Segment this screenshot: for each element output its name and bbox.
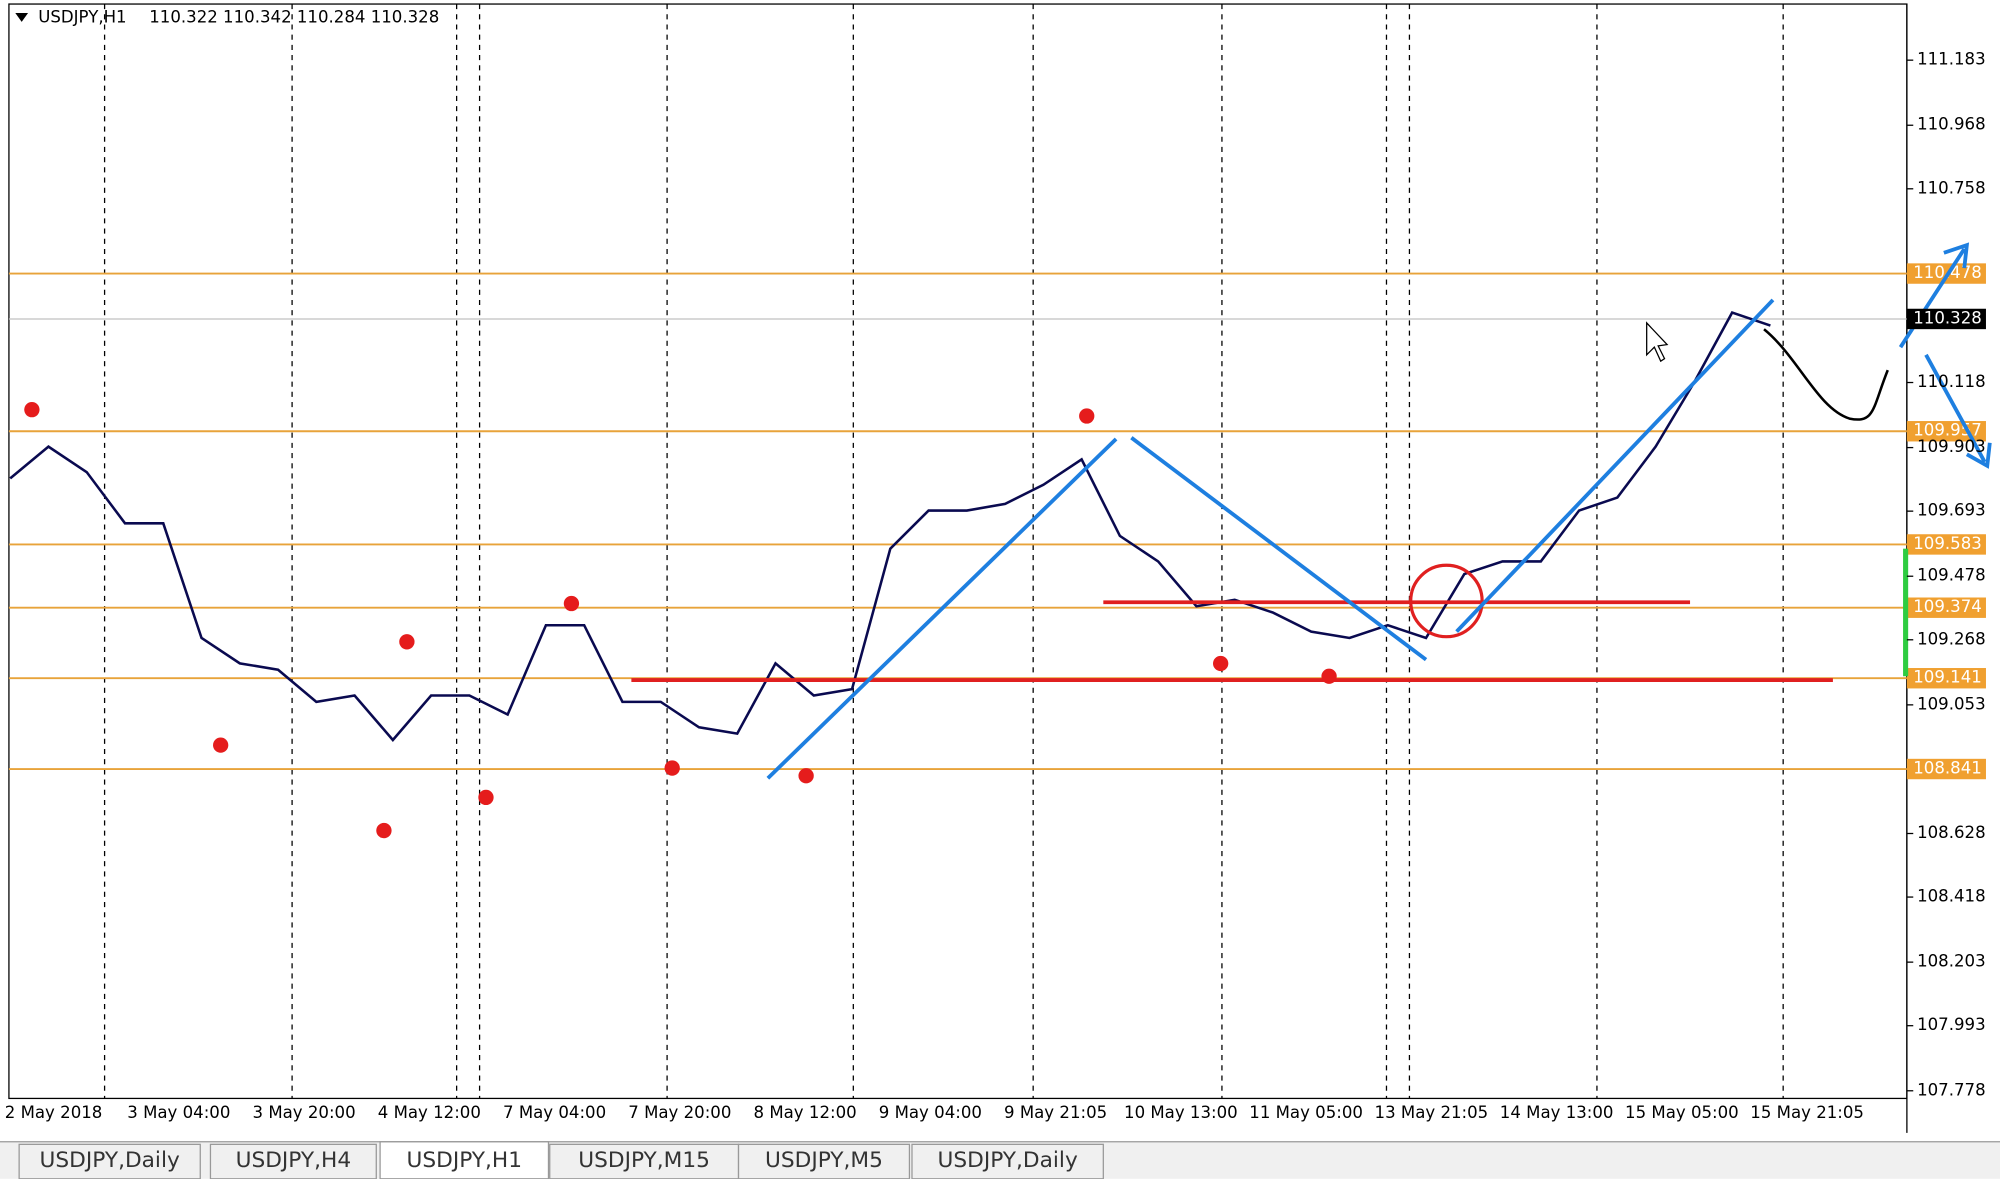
time-label: 3 May 20:00 bbox=[253, 1103, 356, 1122]
tab[interactable] bbox=[209, 1143, 377, 1179]
price-label: 109.053 bbox=[1917, 694, 1986, 713]
symbol: USDJPY,H1 bbox=[38, 8, 126, 27]
price-label: 110.118 bbox=[1917, 372, 1986, 391]
price-label: 107.993 bbox=[1917, 1015, 1986, 1034]
time-label: 15 May 05:00 bbox=[1625, 1103, 1739, 1122]
price-label: 110.968 bbox=[1917, 115, 1986, 134]
period-separators bbox=[103, 4, 1784, 1099]
tab[interactable] bbox=[911, 1143, 1104, 1179]
tab-label[interactable]: USDJPY,Daily bbox=[938, 1148, 1078, 1173]
time-label: 11 May 05:00 bbox=[1249, 1103, 1363, 1122]
tab[interactable] bbox=[549, 1143, 740, 1179]
level-label: 108.841 bbox=[1913, 759, 1982, 778]
time-label: 10 May 13:00 bbox=[1124, 1103, 1238, 1122]
level-label: 109.583 bbox=[1913, 534, 1982, 553]
level-box bbox=[1906, 668, 1986, 689]
price-label: 110.758 bbox=[1917, 178, 1986, 197]
time-label: 7 May 04:00 bbox=[503, 1103, 606, 1122]
tab[interactable] bbox=[737, 1143, 911, 1179]
level-box bbox=[1906, 597, 1986, 618]
price-label: 111.183 bbox=[1917, 50, 1986, 69]
menu-arrow[interactable] bbox=[15, 12, 29, 22]
price-label: 108.628 bbox=[1917, 823, 1986, 842]
price-label: 108.418 bbox=[1917, 887, 1986, 906]
price-label: 109.478 bbox=[1917, 566, 1986, 585]
price-label: 108.203 bbox=[1917, 952, 1986, 971]
time-label: 13 May 21:05 bbox=[1375, 1103, 1489, 1122]
tab-label[interactable]: USDJPY,Daily bbox=[40, 1148, 180, 1173]
tab[interactable] bbox=[379, 1141, 550, 1179]
time-label: 7 May 20:00 bbox=[628, 1103, 731, 1122]
time-label: 4 May 12:00 bbox=[378, 1103, 481, 1122]
time-label: 9 May 04:00 bbox=[879, 1103, 982, 1122]
level-box bbox=[1906, 758, 1986, 780]
current-price-label: 110.328 bbox=[1913, 308, 1982, 327]
level-label: 109.141 bbox=[1913, 668, 1982, 687]
time-label: 3 May 04:00 bbox=[127, 1103, 230, 1122]
price-label: 109.268 bbox=[1917, 629, 1986, 648]
price-line bbox=[9, 311, 1771, 742]
tab-label[interactable]: USDJPY,H4 bbox=[236, 1148, 352, 1173]
time-label: 8 May 12:00 bbox=[754, 1103, 857, 1122]
time-label: 9 May 21:05 bbox=[1004, 1103, 1107, 1122]
price-label: 107.778 bbox=[1917, 1080, 1986, 1099]
tab-label[interactable]: USDJPY,H1 bbox=[407, 1148, 523, 1173]
level-label: 109.374 bbox=[1913, 597, 1982, 616]
annotations bbox=[24, 242, 1992, 839]
time-label: 14 May 13:00 bbox=[1500, 1103, 1614, 1122]
tab-label[interactable]: USDJPY,M5 bbox=[765, 1148, 883, 1173]
price-label: 109.693 bbox=[1917, 501, 1986, 520]
ohlc: 110.322 110.342 110.284 110.328 bbox=[149, 8, 439, 27]
price-label: 109.903 bbox=[1917, 437, 1986, 456]
time-label: 15 May 21:05 bbox=[1750, 1103, 1864, 1122]
tab-label[interactable]: USDJPY,M15 bbox=[578, 1148, 710, 1173]
current-price-box bbox=[1906, 308, 1986, 330]
time-label: 2 May 2018 bbox=[5, 1103, 103, 1122]
level-box bbox=[1906, 534, 1986, 555]
